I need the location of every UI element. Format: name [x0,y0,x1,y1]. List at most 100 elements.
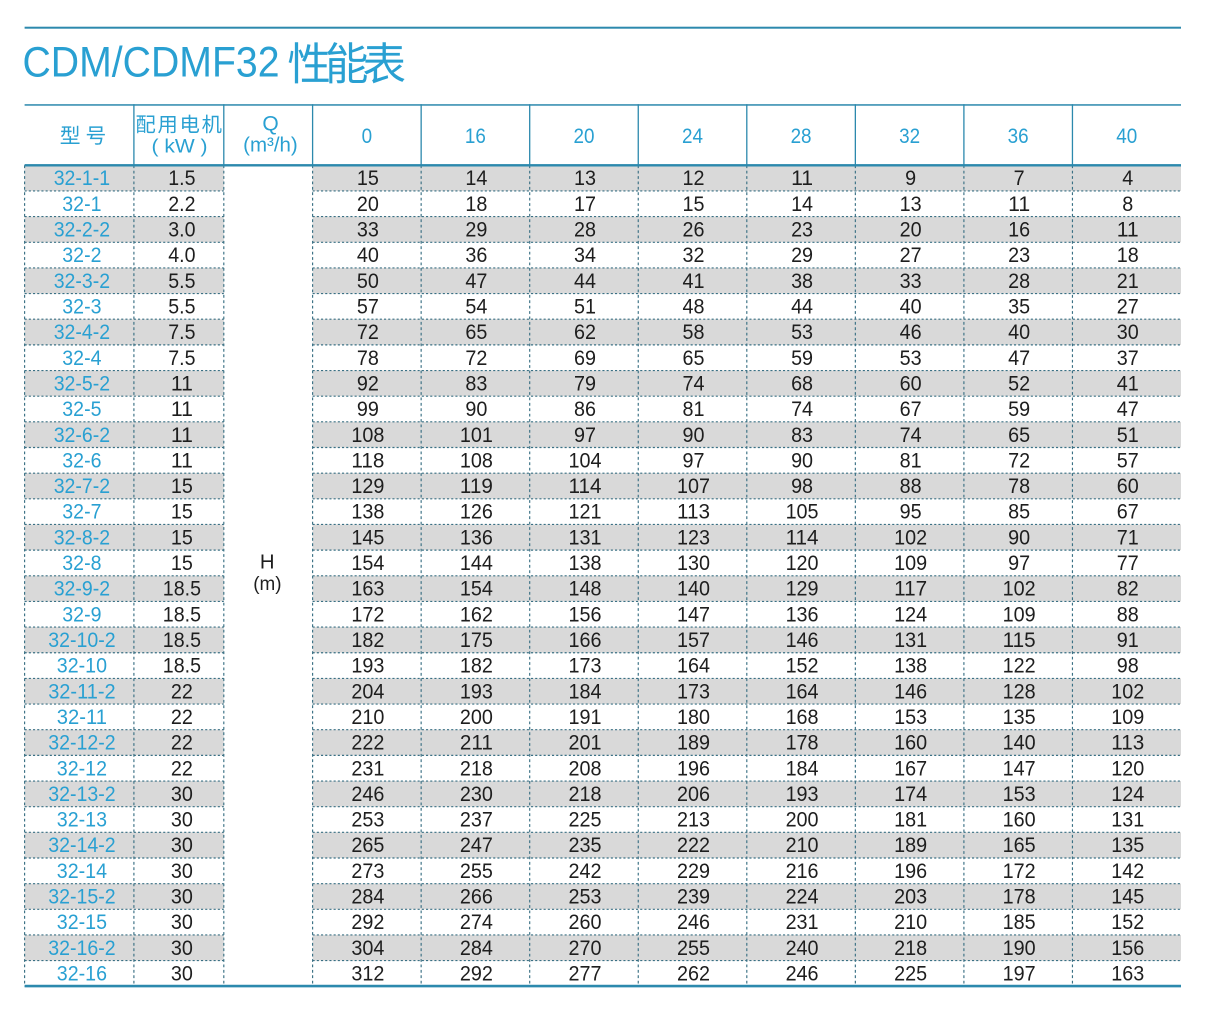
svg-text:131: 131 [1111,808,1144,832]
svg-text:18.5: 18.5 [163,602,201,626]
svg-text:28: 28 [574,218,596,242]
svg-text:H: H [260,552,275,574]
svg-text:225: 225 [894,962,927,986]
svg-text:32-14: 32-14 [57,859,107,883]
svg-text:59: 59 [791,346,813,370]
svg-text:239: 239 [677,885,710,909]
svg-text:33: 33 [357,218,379,242]
svg-text:67: 67 [900,397,922,421]
svg-text:34: 34 [574,243,596,267]
svg-text:242: 242 [568,859,601,883]
svg-text:178: 178 [1003,885,1036,909]
svg-text:185: 185 [1003,910,1036,934]
svg-text:210: 210 [351,705,384,729]
svg-text:230: 230 [460,782,493,806]
svg-text:165: 165 [1003,833,1036,857]
svg-text:147: 147 [677,602,710,626]
svg-text:274: 274 [460,910,493,934]
svg-text:78: 78 [357,346,379,370]
svg-text:32-6: 32-6 [62,448,101,472]
svg-text:40: 40 [357,243,379,267]
svg-text:140: 140 [677,577,710,601]
svg-text:117: 117 [894,577,927,601]
svg-text:113: 113 [1111,731,1144,755]
svg-text:246: 246 [786,962,819,986]
svg-text:86: 86 [574,397,596,421]
svg-text:196: 196 [894,859,927,883]
svg-text:168: 168 [786,705,819,729]
svg-text:83: 83 [465,371,487,395]
svg-text:83: 83 [791,423,813,447]
svg-text:98: 98 [1117,654,1139,678]
svg-text:277: 277 [568,962,601,986]
svg-text:32-13-2: 32-13-2 [48,782,115,806]
svg-text:32-12: 32-12 [57,756,107,780]
svg-text:11: 11 [171,423,193,447]
svg-text:13: 13 [574,166,596,190]
svg-text:52: 52 [1008,371,1030,395]
svg-text:97: 97 [683,448,705,472]
svg-text:32-6-2: 32-6-2 [54,423,110,447]
svg-text:193: 193 [786,782,819,806]
svg-text:47: 47 [1117,397,1139,421]
svg-text:38: 38 [791,269,813,293]
svg-text:30: 30 [171,910,193,934]
svg-text:CDM/CDMF32: CDM/CDMF32 [23,39,280,87]
svg-text:28: 28 [1008,269,1030,293]
svg-text:59: 59 [1008,397,1030,421]
svg-text:50: 50 [357,269,379,293]
svg-text:85: 85 [1008,500,1030,524]
svg-text:262: 262 [677,962,710,986]
svg-text:113: 113 [677,500,710,524]
svg-text:222: 222 [677,833,710,857]
svg-text:172: 172 [351,602,384,626]
svg-text:105: 105 [786,500,819,524]
svg-text:32-9-2: 32-9-2 [54,577,110,601]
svg-text:32-8-2: 32-8-2 [54,525,110,549]
svg-text:9: 9 [905,166,916,190]
svg-text:11: 11 [1008,192,1030,216]
svg-text:91: 91 [1117,628,1139,652]
svg-text:102: 102 [1003,577,1036,601]
svg-text:292: 292 [351,910,384,934]
svg-text:147: 147 [1003,756,1036,780]
svg-text:231: 231 [351,756,384,780]
svg-text:14: 14 [791,192,813,216]
svg-text:32-15-2: 32-15-2 [48,885,115,909]
svg-text:164: 164 [677,654,710,678]
svg-text:33: 33 [900,269,922,293]
svg-text:26: 26 [683,218,705,242]
svg-text:18: 18 [1117,243,1139,267]
svg-text:32-5: 32-5 [62,397,101,421]
svg-text:24: 24 [682,124,703,148]
svg-text:30: 30 [171,936,193,960]
svg-text:145: 145 [351,525,384,549]
svg-text:114: 114 [568,474,601,498]
svg-text:154: 154 [460,577,493,601]
svg-text:32-14-2: 32-14-2 [48,833,115,857]
svg-text:97: 97 [1008,551,1030,575]
svg-text:32-3: 32-3 [62,294,101,318]
svg-text:11: 11 [171,397,193,421]
svg-text:109: 109 [1003,602,1036,626]
svg-text:211: 211 [460,731,493,755]
svg-text:253: 253 [351,808,384,832]
svg-text:90: 90 [1008,525,1030,549]
svg-text:71: 71 [1117,525,1139,549]
svg-text:58: 58 [683,320,705,344]
svg-text:11: 11 [791,166,813,190]
svg-text:160: 160 [1003,808,1036,832]
svg-text:Q: Q [262,112,278,135]
svg-text:32-9: 32-9 [62,602,101,626]
svg-text:102: 102 [894,525,927,549]
svg-text:229: 229 [677,859,710,883]
svg-text:(m): (m) [253,574,281,595]
svg-text:32-5-2: 32-5-2 [54,371,110,395]
svg-text:16: 16 [465,124,486,148]
svg-text:167: 167 [894,756,927,780]
svg-text:146: 146 [894,679,927,703]
svg-text:292: 292 [460,962,493,986]
svg-text:108: 108 [460,448,493,472]
svg-text:88: 88 [1117,602,1139,626]
svg-text:304: 304 [351,936,384,960]
